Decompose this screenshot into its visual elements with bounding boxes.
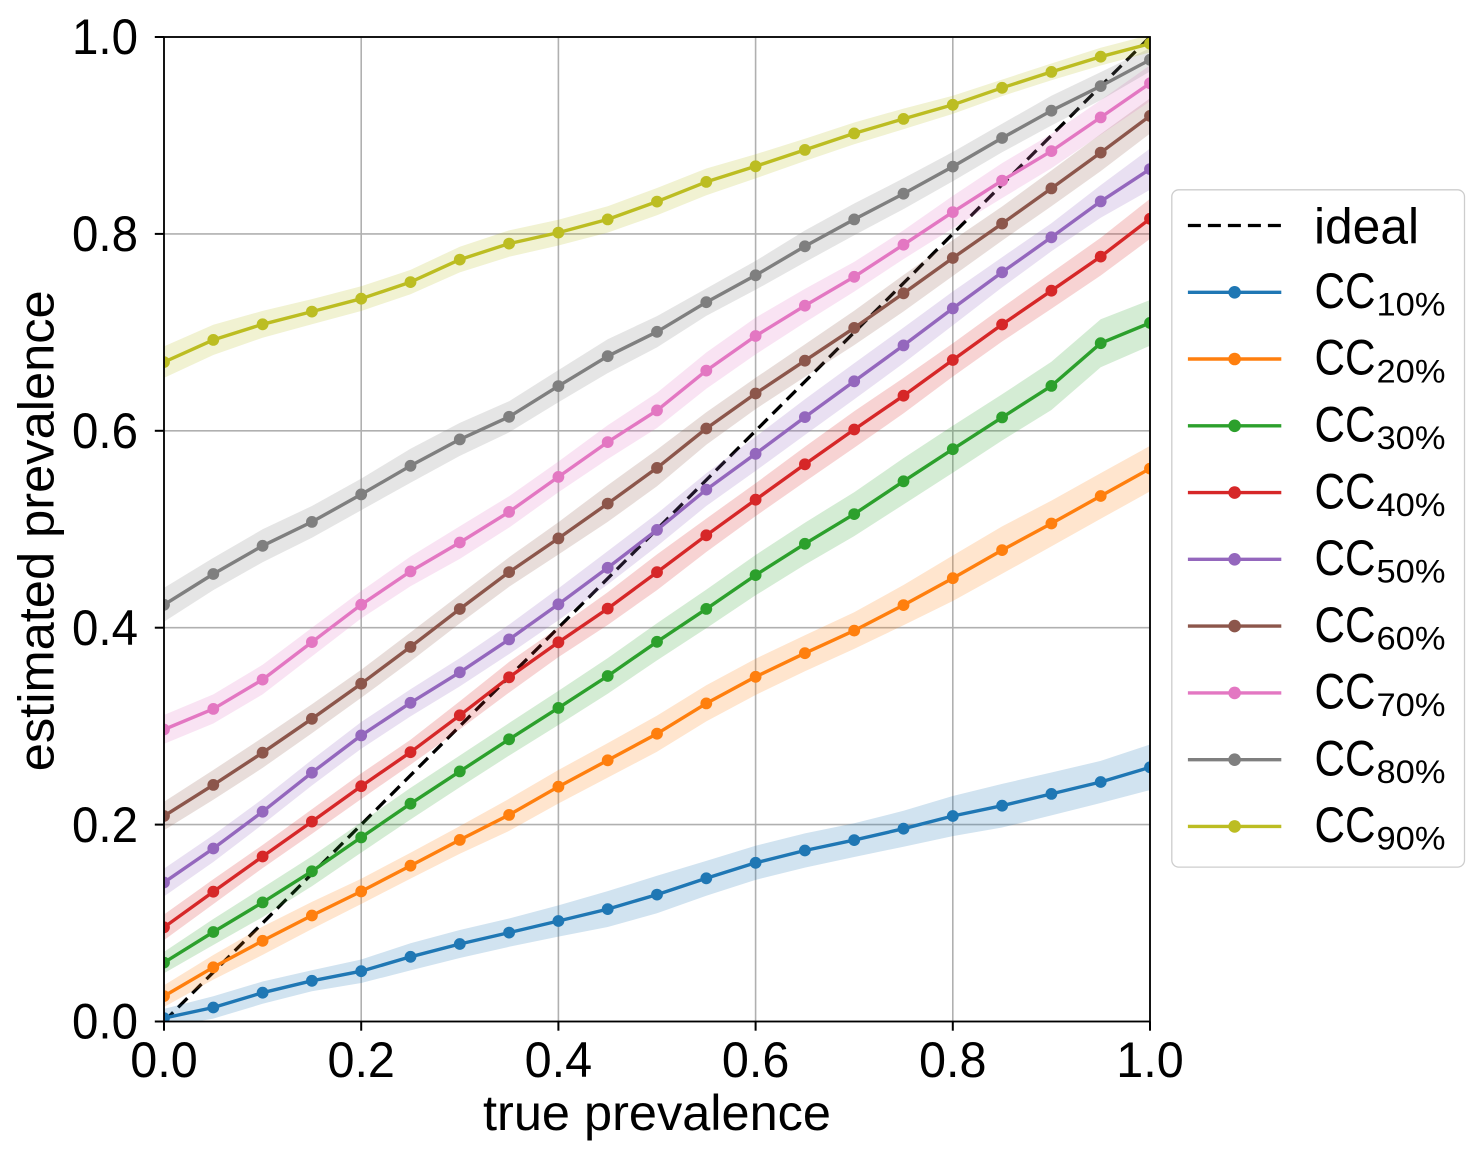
svg-text:70%: 70% xyxy=(1377,687,1446,723)
svg-text:40%: 40% xyxy=(1377,487,1446,523)
svg-text:0.0: 0.0 xyxy=(72,994,138,1050)
svg-text:CC: CC xyxy=(1315,397,1376,453)
svg-text:0.4: 0.4 xyxy=(525,1032,593,1088)
svg-text:CC: CC xyxy=(1315,330,1376,386)
svg-text:0.0: 0.0 xyxy=(130,1032,198,1088)
svg-text:30%: 30% xyxy=(1377,420,1446,456)
svg-text:1.0: 1.0 xyxy=(1116,1032,1184,1088)
svg-text:1.0: 1.0 xyxy=(72,9,138,65)
svg-text:estimated prevalence: estimated prevalence xyxy=(9,290,65,771)
svg-text:80%: 80% xyxy=(1377,754,1446,790)
svg-text:90%: 90% xyxy=(1377,821,1446,857)
svg-text:CC: CC xyxy=(1315,797,1376,853)
svg-text:0.2: 0.2 xyxy=(327,1032,395,1088)
svg-text:20%: 20% xyxy=(1377,353,1446,389)
svg-text:ideal: ideal xyxy=(1314,199,1419,255)
svg-text:60%: 60% xyxy=(1377,620,1446,656)
svg-text:0.2: 0.2 xyxy=(72,797,138,853)
svg-text:CC: CC xyxy=(1315,730,1376,786)
svg-text:0.6: 0.6 xyxy=(72,403,138,459)
svg-text:0.8: 0.8 xyxy=(919,1032,987,1088)
svg-text:CC: CC xyxy=(1315,664,1376,720)
svg-text:CC: CC xyxy=(1315,530,1376,586)
svg-text:true prevalence: true prevalence xyxy=(483,1085,831,1141)
svg-text:0.8: 0.8 xyxy=(72,206,138,262)
svg-text:CC: CC xyxy=(1315,263,1376,319)
svg-text:CC: CC xyxy=(1315,463,1376,519)
svg-text:0.6: 0.6 xyxy=(722,1032,790,1088)
svg-text:0.4: 0.4 xyxy=(72,600,138,656)
svg-text:CC: CC xyxy=(1315,597,1376,653)
svg-text:10%: 10% xyxy=(1377,287,1446,323)
svg-text:50%: 50% xyxy=(1377,554,1446,590)
